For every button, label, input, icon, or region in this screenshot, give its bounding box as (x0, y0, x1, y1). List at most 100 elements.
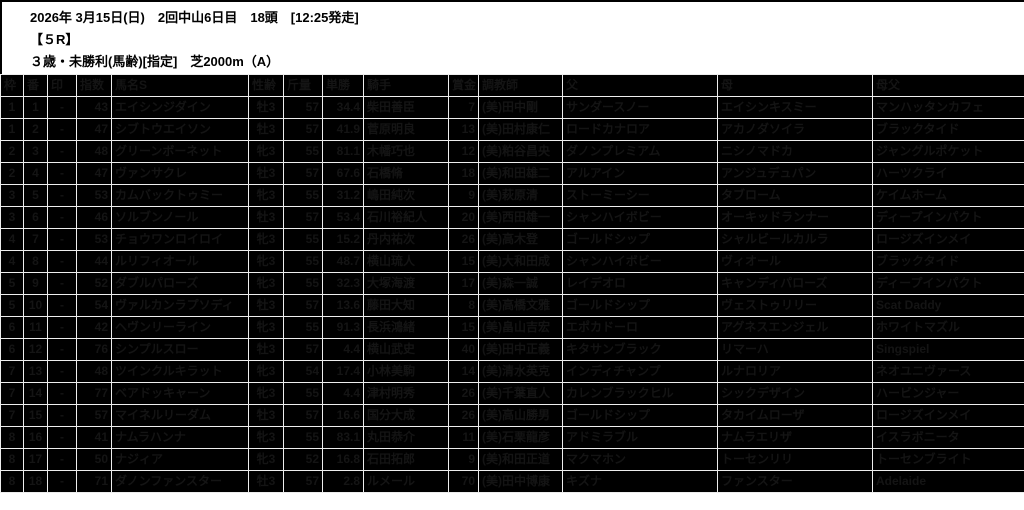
cell-kishu: 長浜鴻緒 (363, 316, 449, 339)
table-row: 5 10-54 ヴァルカンラプソディ 牡3 57 13.6 藤田大知 8 (美)高橋文雅 ゴールド… (0, 294, 1024, 317)
cell-waku: 8 (0, 470, 24, 493)
cell-umaban: 17 (23, 448, 48, 471)
cell-shirushi: - (47, 360, 77, 383)
table-row: 8 16-41 ナムラハンナ 牝3 55 83.1 丸田恭介 11 (美)石栗龍彦 アドミラブルナ… (0, 426, 1024, 449)
cell-tansho: 4.4 (322, 338, 364, 361)
cell-umaban: 11 (23, 316, 48, 339)
cell-chichi: ストーミーシー (562, 184, 718, 207)
cell-waku: 7 (0, 382, 24, 405)
cell-tansho: 15.2 (322, 228, 364, 251)
cell-chokyoshi: (美)田中剛 (478, 96, 563, 119)
cell-shisu: 48 (76, 360, 112, 383)
cell-shokin: 26 (448, 404, 479, 427)
cell-chichi: シャンハイボビー (562, 250, 718, 273)
table-row: 7 14-77 ベアドッキャーン 牝3 55 4.4 津村明秀 26 (美)千葉直人 カレンブラッ… (0, 382, 1024, 405)
cell-shokin: 9 (448, 184, 479, 207)
cell-kishu: 大塚海渡 (363, 272, 449, 295)
table-row: 1 1-43 エイシンジダイン 牡3 57 34.4 柴田善臣 7 (美)田中剛 サンダースノーエ… (0, 96, 1024, 119)
cell-shirushi: - (47, 250, 77, 273)
cell-hahachichi: ハーツクライ (872, 162, 1024, 185)
col-header-shokin: 賞金 (448, 74, 479, 97)
cell-waku: 4 (0, 228, 24, 251)
entry-table-body: 1 1-43 エイシンジダイン 牡3 57 34.4 柴田善臣 7 (美)田中剛 サンダースノーエ… (0, 96, 1024, 493)
cell-bamei: ヴァンサクレ (111, 162, 249, 185)
cell-umaban: 1 (23, 96, 48, 119)
cell-waku: 7 (0, 360, 24, 383)
table-row: 3 5-53 カムバックトゥミー 牝3 55 31.2 嶋田純次 9 (美)萩原清 ストーミーシー… (0, 184, 1024, 207)
cell-haha: オーキッドランナー (717, 206, 873, 229)
cell-kinryo: 55 (283, 140, 323, 163)
race-header: 2026年 3月15日(日) 2回中山6日目 18頭 [12:25発走] 【５R… (0, 0, 1024, 74)
cell-bamei: グリーンボーネット (111, 140, 249, 163)
cell-shokin: 18 (448, 162, 479, 185)
cell-shirushi: - (47, 338, 77, 361)
cell-kishu: 石川裕紀人 (363, 206, 449, 229)
cell-umaban: 3 (23, 140, 48, 163)
cell-umaban: 6 (23, 206, 48, 229)
cell-shirushi: - (47, 118, 77, 141)
cell-chichi: サンダースノー (562, 96, 718, 119)
col-header-umaban: 番 (23, 74, 48, 97)
cell-shisu: 53 (76, 228, 112, 251)
cell-kishu: 横山琉人 (363, 250, 449, 273)
cell-tansho: 16.6 (322, 404, 364, 427)
cell-seirei: 牝3 (248, 140, 284, 163)
cell-umaban: 16 (23, 426, 48, 449)
cell-seirei: 牡3 (248, 162, 284, 185)
cell-haha: ファンスター (717, 470, 873, 493)
cell-shisu: 54 (76, 294, 112, 317)
cell-tansho: 41.9 (322, 118, 364, 141)
cell-kinryo: 52 (283, 448, 323, 471)
cell-shisu: 46 (76, 206, 112, 229)
cell-seirei: 牝3 (248, 426, 284, 449)
table-row: 4 8-44 ルリフィオール 牝3 55 48.7 横山琉人 15 (美)大和田成 シャンハイボビ… (0, 250, 1024, 273)
cell-tansho: 91.3 (322, 316, 364, 339)
cell-shirushi: - (47, 140, 77, 163)
cell-shokin: 13 (448, 118, 479, 141)
cell-hahachichi: ジャングルポケット (872, 140, 1024, 163)
cell-chichi: アルアイン (562, 162, 718, 185)
cell-chokyoshi: (美)高橋文雅 (478, 294, 563, 317)
cell-kinryo: 57 (283, 404, 323, 427)
cell-seirei: 牝3 (248, 184, 284, 207)
cell-hahachichi: マンハッタンカフェ (872, 96, 1024, 119)
cell-hahachichi: ハービンジャー (872, 382, 1024, 405)
cell-waku: 3 (0, 206, 24, 229)
race-number: 【５R】 (30, 32, 79, 47)
cell-shisu: 41 (76, 426, 112, 449)
cell-shisu: 44 (76, 250, 112, 273)
entry-table-head: 枠番印指数 馬名S 性齢 斤量 単勝 騎手 賞金 調教師父母母父 (0, 74, 1024, 97)
cell-bamei: カムバックトゥミー (111, 184, 249, 207)
cell-seirei: 牝3 (248, 360, 284, 383)
table-row: 4 7-53 チョウワンロイロイ 牝3 55 15.2 丹内祐次 26 (美)高木登 ゴールドシッ… (0, 228, 1024, 251)
cell-chichi: エポカドーロ (562, 316, 718, 339)
cell-tansho: 34.4 (322, 96, 364, 119)
cell-kishu: 石橋脩 (363, 162, 449, 185)
cell-shisu: 57 (76, 404, 112, 427)
cell-waku: 3 (0, 184, 24, 207)
cell-chokyoshi: (美)石栗龍彦 (478, 426, 563, 449)
cell-bamei: エイシンジダイン (111, 96, 249, 119)
cell-kinryo: 57 (283, 162, 323, 185)
cell-kinryo: 55 (283, 426, 323, 449)
cell-seirei: 牝3 (248, 382, 284, 405)
cell-bamei: シブトウエイソン (111, 118, 249, 141)
cell-hahachichi: ホワイトマズル (872, 316, 1024, 339)
cell-kinryo: 55 (283, 184, 323, 207)
race-conditions: ３歳・未勝利(馬齢)[指定] 芝2000m（A） (30, 54, 280, 69)
cell-kinryo: 57 (283, 338, 323, 361)
cell-shirushi: - (47, 228, 77, 251)
cell-kishu: 藤田大知 (363, 294, 449, 317)
cell-haha: タカイムローザ (717, 404, 873, 427)
cell-shisu: 42 (76, 316, 112, 339)
cell-haha: タブローム (717, 184, 873, 207)
cell-seirei: 牡3 (248, 404, 284, 427)
cell-waku: 5 (0, 272, 24, 295)
cell-seirei: 牡3 (248, 206, 284, 229)
cell-chokyoshi: (美)畠山吉宏 (478, 316, 563, 339)
cell-seirei: 牡3 (248, 118, 284, 141)
cell-umaban: 10 (23, 294, 48, 317)
cell-shokin: 8 (448, 294, 479, 317)
cell-kishu: ルメール (363, 470, 449, 493)
